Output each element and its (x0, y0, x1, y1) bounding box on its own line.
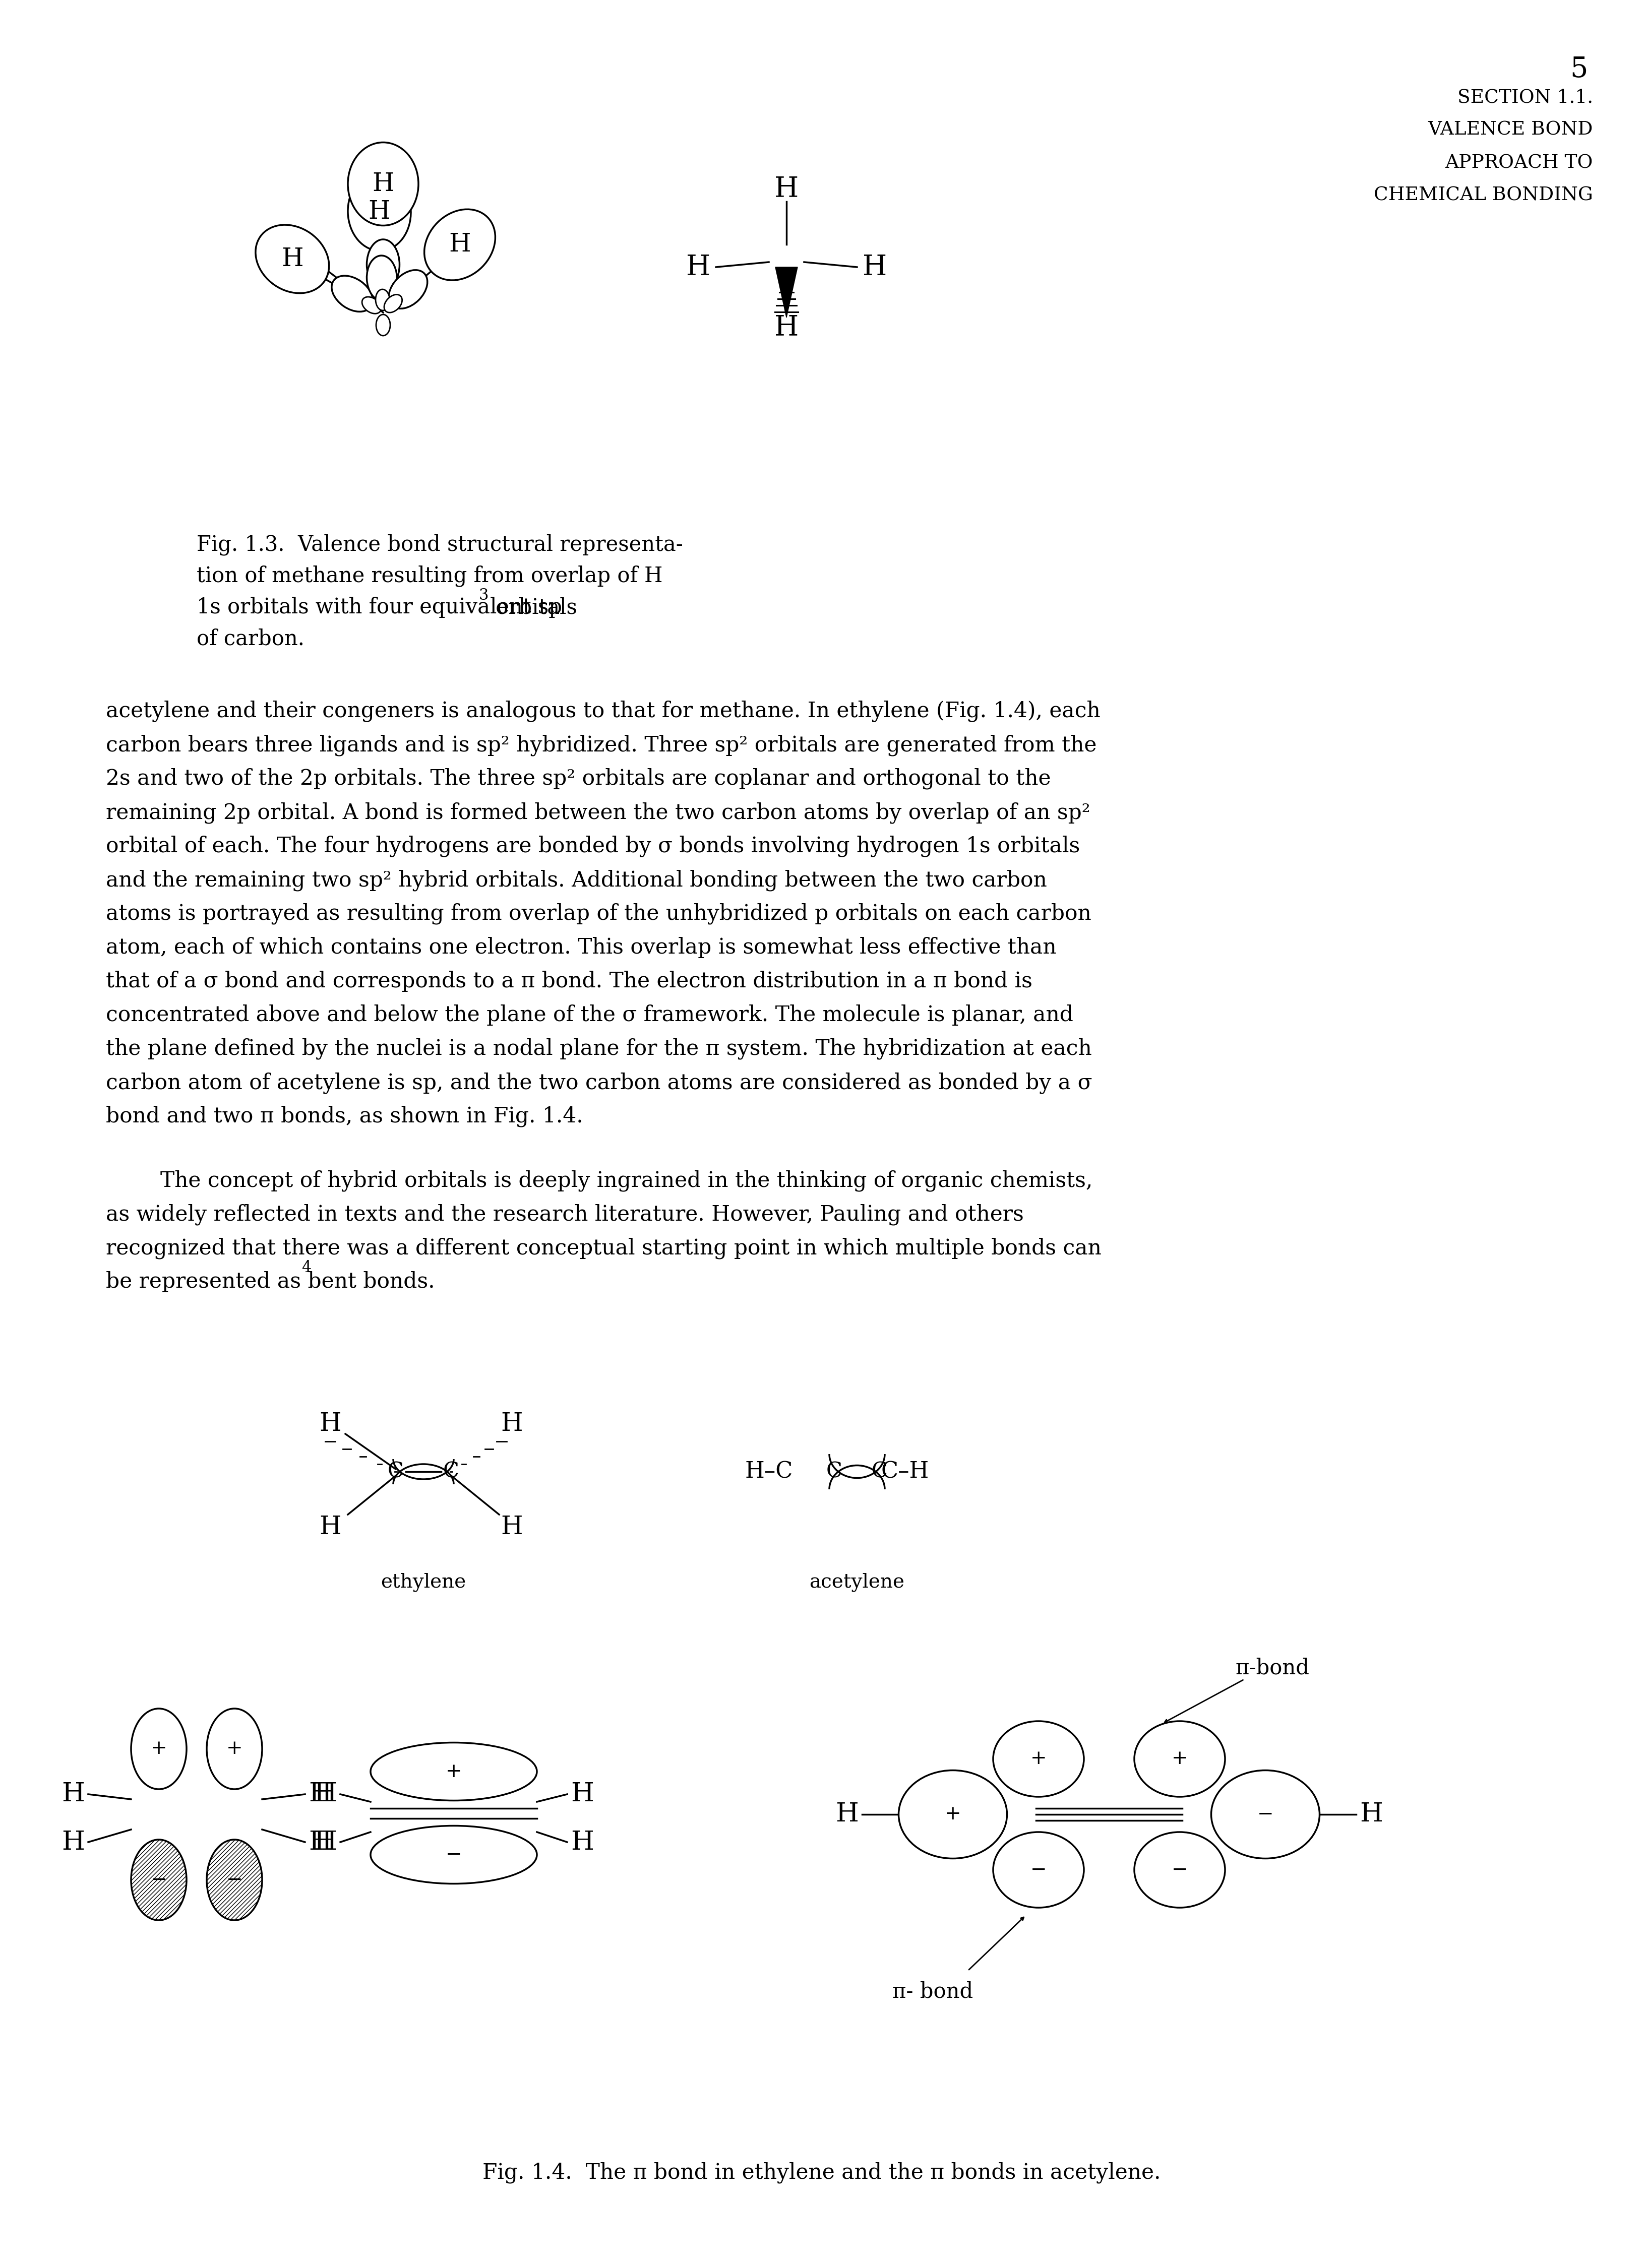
Ellipse shape (347, 143, 418, 225)
Ellipse shape (255, 225, 329, 293)
Ellipse shape (1211, 1771, 1320, 1857)
Text: H: H (372, 172, 393, 197)
Text: −: − (446, 1846, 463, 1864)
Ellipse shape (370, 1742, 537, 1801)
Text: H–C: H–C (744, 1461, 793, 1483)
Text: C: C (826, 1461, 843, 1483)
Text: concentrated above and below the plane of the σ framework. The molecule is plana: concentrated above and below the plane o… (105, 1005, 1073, 1025)
Text: VALENCE BOND: VALENCE BOND (1429, 120, 1593, 138)
Ellipse shape (375, 290, 390, 311)
Text: −: − (1258, 1805, 1274, 1823)
Text: tion of methane resulting from overlap of H: tion of methane resulting from overlap o… (196, 565, 663, 587)
Ellipse shape (388, 270, 428, 308)
Text: The concept of hybrid orbitals is deeply ingrained in the thinking of organic ch: The concept of hybrid orbitals is deeply… (105, 1170, 1093, 1191)
Text: H: H (774, 313, 798, 342)
Ellipse shape (375, 315, 390, 336)
Ellipse shape (362, 297, 382, 313)
Text: atom, each of which contains one electron. This overlap is somewhat less effecti: atom, each of which contains one electro… (105, 937, 1057, 957)
Text: H: H (61, 1780, 84, 1808)
Ellipse shape (207, 1708, 262, 1789)
Text: C: C (872, 1461, 887, 1483)
Ellipse shape (425, 209, 495, 281)
Text: ethylene: ethylene (380, 1572, 466, 1592)
Ellipse shape (132, 1708, 186, 1789)
Polygon shape (775, 268, 798, 318)
Text: +: + (1030, 1749, 1047, 1769)
Text: and the remaining two sp² hybrid orbitals. Additional bonding between the two ca: and the remaining two sp² hybrid orbital… (105, 869, 1047, 891)
Text: orbital of each. The four hydrogens are bonded by σ bonds involving hydrogen 1s : orbital of each. The four hydrogens are … (105, 835, 1080, 857)
Text: +: + (1172, 1749, 1188, 1769)
Text: H: H (500, 1515, 523, 1540)
Text: 4: 4 (301, 1261, 311, 1277)
Ellipse shape (367, 256, 397, 302)
Text: H: H (314, 1780, 337, 1808)
Text: orbitals: orbitals (489, 596, 578, 617)
Text: H: H (308, 1780, 332, 1808)
Ellipse shape (993, 1721, 1083, 1796)
Ellipse shape (993, 1833, 1083, 1907)
Text: CHEMICAL BONDING: CHEMICAL BONDING (1374, 186, 1593, 204)
Text: H: H (571, 1780, 594, 1808)
Text: −: − (1172, 1860, 1188, 1880)
Text: that of a σ bond and corresponds to a π bond. The electron distribution in a π b: that of a σ bond and corresponds to a π … (105, 971, 1032, 991)
Text: H: H (308, 1830, 332, 1855)
Text: −: − (226, 1871, 242, 1889)
Text: H: H (449, 231, 471, 256)
Text: carbon atom of acetylene is sp, and the two carbon atoms are considered as bonde: carbon atom of acetylene is sp, and the … (105, 1073, 1093, 1093)
Text: as widely reflected in texts and the research literature. However, Pauling and o: as widely reflected in texts and the res… (105, 1204, 1024, 1225)
Text: H: H (1360, 1801, 1383, 1828)
Text: +: + (446, 1762, 463, 1780)
Ellipse shape (1134, 1721, 1225, 1796)
Text: H: H (314, 1830, 337, 1855)
Text: H: H (61, 1830, 84, 1855)
Text: be represented as bent bonds.: be represented as bent bonds. (105, 1272, 435, 1293)
Text: H: H (319, 1411, 341, 1436)
Text: SECTION 1.1.: SECTION 1.1. (1457, 88, 1593, 107)
Text: π-bond: π-bond (1234, 1658, 1309, 1678)
Text: of carbon.: of carbon. (196, 628, 305, 649)
Text: −: − (1030, 1860, 1047, 1880)
Text: APPROACH TO: APPROACH TO (1445, 154, 1593, 172)
Text: C: C (388, 1461, 403, 1483)
Text: H: H (369, 200, 390, 225)
Text: +: + (150, 1740, 166, 1758)
Ellipse shape (207, 1839, 262, 1921)
Text: H: H (836, 1801, 859, 1828)
Text: 5: 5 (1570, 54, 1588, 84)
Text: 3: 3 (479, 587, 489, 603)
Text: carbon bears three ligands and is sp² hybridized. Three sp² orbitals are generat: carbon bears three ligands and is sp² hy… (105, 735, 1096, 755)
Text: H: H (319, 1515, 341, 1540)
Text: C–H: C–H (881, 1461, 928, 1483)
Text: 2s and two of the 2p orbitals. The three sp² orbitals are coplanar and orthogona: 2s and two of the 2p orbitals. The three… (105, 769, 1050, 789)
Text: C: C (443, 1461, 459, 1483)
Text: Fig. 1.3.  Valence bond structural representa-: Fig. 1.3. Valence bond structural repres… (196, 535, 683, 556)
Ellipse shape (1134, 1833, 1225, 1907)
Text: H: H (571, 1830, 594, 1855)
Ellipse shape (370, 1826, 537, 1885)
Text: H: H (774, 175, 798, 202)
Text: +: + (226, 1740, 242, 1758)
Text: 1s orbitals with four equivalent sp: 1s orbitals with four equivalent sp (196, 596, 563, 617)
Text: remaining 2p orbital. A bond is formed between the two carbon atoms by overlap o: remaining 2p orbital. A bond is formed b… (105, 803, 1090, 823)
Text: π- bond: π- bond (892, 1980, 973, 2003)
Ellipse shape (347, 172, 412, 252)
Text: H: H (686, 254, 711, 281)
Text: +: + (945, 1805, 961, 1823)
Ellipse shape (331, 277, 372, 311)
Text: H: H (500, 1411, 523, 1436)
Ellipse shape (384, 295, 402, 313)
Text: H: H (863, 254, 887, 281)
Text: H: H (281, 247, 303, 272)
Ellipse shape (132, 1839, 186, 1921)
Text: Fig. 1.4.  The π bond in ethylene and the π bonds in acetylene.: Fig. 1.4. The π bond in ethylene and the… (482, 2161, 1160, 2184)
Text: the plane defined by the nuclei is a nodal plane for the π system. The hybridiza: the plane defined by the nuclei is a nod… (105, 1039, 1091, 1059)
Text: acetylene and their congeners is analogous to that for methane. In ethylene (Fig: acetylene and their congeners is analogo… (105, 701, 1101, 721)
Text: bond and two π bonds, as shown in Fig. 1.4.: bond and two π bonds, as shown in Fig. 1… (105, 1107, 583, 1127)
Text: recognized that there was a different conceptual starting point in which multipl: recognized that there was a different co… (105, 1238, 1101, 1259)
Ellipse shape (899, 1771, 1007, 1857)
Text: acetylene: acetylene (810, 1572, 905, 1592)
Text: −: − (150, 1871, 166, 1889)
Ellipse shape (367, 240, 400, 290)
Text: atoms is portrayed as resulting from overlap of the unhybridized p orbitals on e: atoms is portrayed as resulting from ove… (105, 903, 1091, 925)
